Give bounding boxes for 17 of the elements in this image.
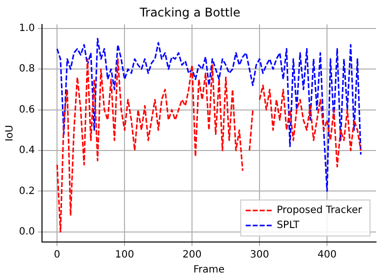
y-tick-label: 1.0 bbox=[18, 23, 35, 34]
y-tick-label: 0.2 bbox=[18, 186, 35, 197]
y-tick-label: 0.8 bbox=[18, 64, 35, 75]
x-tick-label: 0 bbox=[54, 250, 60, 261]
legend-label: SPLT bbox=[276, 220, 300, 232]
legend-label: Proposed Tracker bbox=[276, 205, 363, 216]
y-tick-label: 0.6 bbox=[18, 104, 35, 116]
x-tick-label: 100 bbox=[115, 250, 134, 261]
x-tick-label: 400 bbox=[318, 250, 337, 261]
chart-title: Tracking a Bottle bbox=[138, 5, 240, 20]
x-tick-label: 200 bbox=[182, 250, 202, 261]
y-tick-label: 0.4 bbox=[18, 145, 35, 156]
x-tick-label: 300 bbox=[250, 250, 270, 261]
y-axis-title: IoU bbox=[4, 125, 16, 142]
line-series bbox=[56, 38, 362, 192]
y-tick-label: 0.0 bbox=[18, 226, 35, 238]
x-axis-title: Frame bbox=[193, 264, 225, 276]
